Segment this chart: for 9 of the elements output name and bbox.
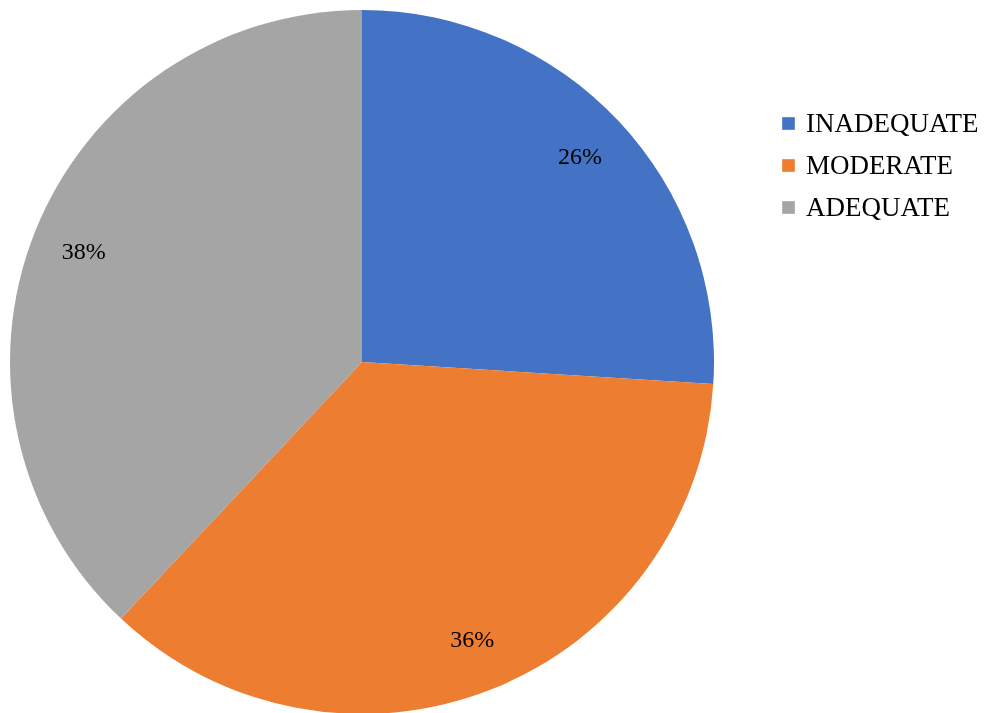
pie-slice <box>121 362 714 713</box>
legend-label: INADEQUATE <box>806 107 979 138</box>
legend-label: MODERATE <box>806 149 953 180</box>
legend-label: ADEQUATE <box>806 191 950 222</box>
data-label: 38% <box>61 237 106 264</box>
pie-slice <box>10 10 362 619</box>
data-label: 36% <box>450 626 495 653</box>
data-label: 26% <box>558 143 603 170</box>
pie-slice <box>362 10 714 385</box>
